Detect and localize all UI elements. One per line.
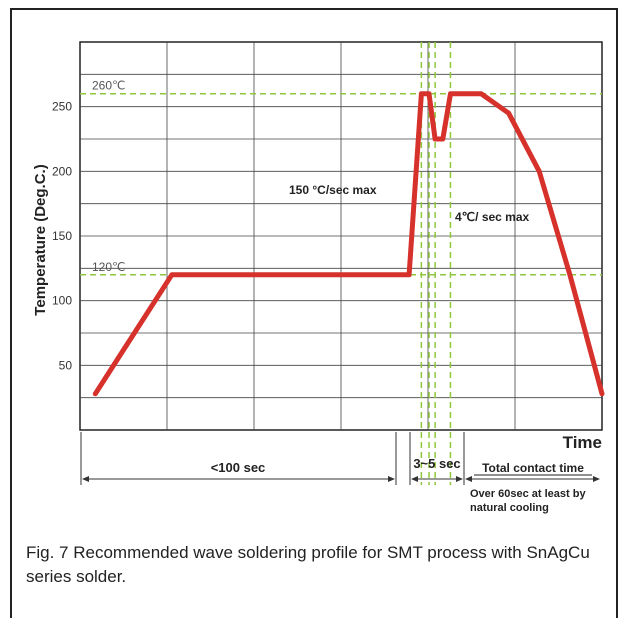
y-tick-labels: 50 100 150 200 250: [52, 100, 72, 373]
contact-note-line-1: Over 60sec at least by: [470, 488, 586, 500]
preheat-interval-label: <100 sec: [211, 460, 266, 475]
contact-time-label: Total contact time: [482, 461, 584, 475]
ramp-up-annotation: 150 °C/sec max: [289, 183, 377, 197]
temperature-profile-line: [92, 91, 605, 397]
peak-interval-label: 3~5 sec: [413, 456, 460, 471]
y-tick-label-100: 100: [52, 294, 72, 308]
y-tick-label-250: 250: [52, 100, 72, 114]
ref-label-120: 120℃: [92, 260, 126, 274]
y-tick-label-200: 200: [52, 164, 72, 178]
y-tick-label-150: 150: [52, 229, 72, 243]
figure-frame: [10, 8, 618, 618]
y-axis-label: Temperature (Deg.C.): [32, 164, 49, 315]
contact-note-line-2: natural cooling: [470, 502, 549, 514]
y-tick-label-50: 50: [59, 358, 73, 372]
chart: 50 100 150 200 250 260℃ 120℃ Temperature…: [32, 41, 605, 514]
grid-lines: [79, 41, 603, 431]
dimension-lines: [80, 432, 598, 485]
x-axis-label: Time: [563, 433, 602, 452]
ref-label-260: 260℃: [92, 79, 126, 93]
dimension-arrowheads: [82, 476, 600, 482]
cool-down-annotation: 4℃/ sec max: [455, 210, 530, 224]
figure-caption: Fig. 7 Recommended wave soldering profil…: [26, 543, 590, 586]
